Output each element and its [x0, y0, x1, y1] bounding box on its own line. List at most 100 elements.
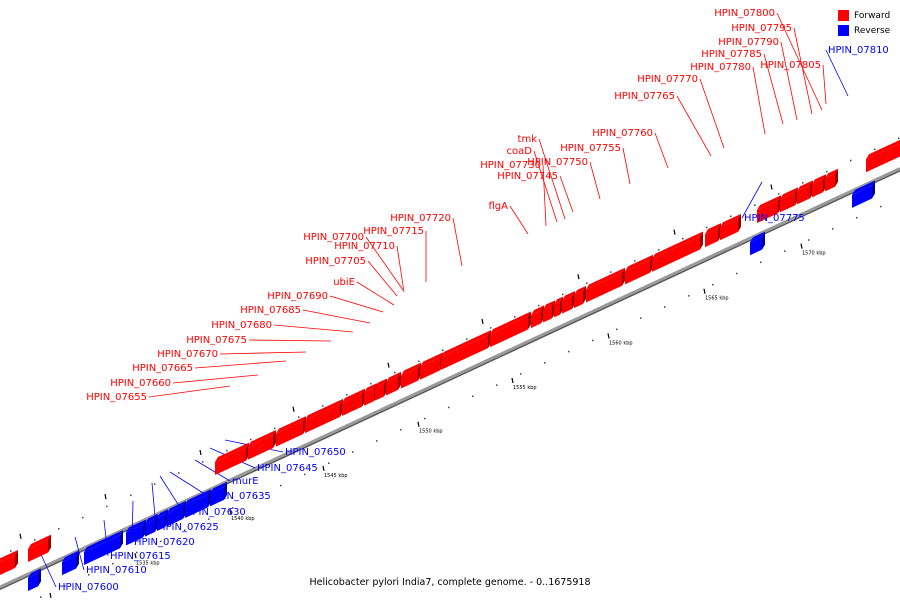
- gene-face: [305, 412, 322, 434]
- reverse-gene-block: [750, 231, 765, 256]
- forward-gene-block: [375, 378, 387, 401]
- scale-dot: [400, 429, 402, 431]
- gene-face: [215, 447, 246, 476]
- gene-top: [625, 254, 653, 272]
- forward-gene-label-leader: [365, 236, 404, 291]
- scale-dot: [226, 449, 228, 452]
- tick-mark: [607, 333, 610, 339]
- forward-gene-label: HPIN_07755: [560, 143, 621, 154]
- gene-top: [825, 168, 838, 179]
- scale-dot: [184, 529, 186, 531]
- gene-top: [210, 481, 227, 494]
- gene-top: [757, 195, 781, 210]
- forward-gene-label: HPIN_07760: [592, 128, 653, 139]
- tick-mark-upper: [292, 406, 295, 412]
- scale-dot: [394, 371, 396, 374]
- gene-face: [167, 505, 183, 527]
- gene-top: [554, 296, 563, 305]
- reverse-gene-label: HPIN_07620: [134, 537, 195, 548]
- scale-dot: [34, 539, 36, 541]
- scale-dot: [280, 484, 282, 487]
- forward-swatch: [838, 10, 849, 21]
- gene-end: [700, 231, 703, 250]
- reverse-gene-block: [62, 550, 79, 576]
- forward-gene-label-leader: [356, 281, 395, 306]
- gene-end: [15, 550, 18, 569]
- forward-gene-label-leader: [776, 12, 823, 111]
- legend-item-reverse: Reverse: [838, 23, 890, 38]
- forward-gene-block: [562, 291, 575, 314]
- scale-dot: [322, 405, 324, 407]
- scale-dot: [88, 574, 90, 576]
- gene-top: [28, 568, 41, 578]
- forward-gene-label-leader: [509, 205, 529, 235]
- scale-dot: [418, 360, 420, 363]
- scale-dot: [874, 148, 876, 151]
- forward-gene-label: HPIN_07795: [731, 23, 792, 34]
- forward-gene-block: [586, 267, 625, 303]
- scale-dot: [352, 451, 354, 453]
- gene-top: [167, 500, 186, 514]
- tick-label: 1550 kbp: [419, 429, 443, 435]
- reverse-gene-block: [145, 513, 158, 537]
- gene-face: [62, 555, 76, 576]
- tick-mark: [417, 421, 420, 427]
- scale-dot: [610, 271, 612, 273]
- scale-dot: [832, 228, 834, 230]
- gene-end: [48, 534, 51, 553]
- genome-caption: Helicobacter pylori India7, complete gen…: [309, 577, 591, 588]
- scale-dot: [562, 293, 564, 296]
- forward-gene-label: HPIN_07805: [760, 60, 821, 71]
- reverse-gene-label: HPIN_07610: [86, 565, 147, 576]
- gene-top: [364, 383, 377, 393]
- scale-dot: [736, 272, 738, 275]
- forward-gene-label: HPIN_07770: [637, 74, 698, 85]
- forward-gene-label-leader: [589, 161, 601, 200]
- tick-mark-upper: [19, 533, 22, 539]
- gene-face: [0, 555, 15, 576]
- gene-face: [342, 393, 362, 416]
- reverse-gene-block: [210, 481, 227, 507]
- scale-dot: [154, 483, 156, 485]
- scale-dot: [706, 226, 708, 229]
- forward-gene-label-leader: [172, 374, 259, 384]
- reverse-gene-label: HPIN_07650: [285, 447, 346, 458]
- tick-label: 1545 kbp: [324, 473, 348, 479]
- tick-label: 1570 kbp: [802, 251, 826, 257]
- scale-dot: [688, 295, 690, 297]
- forward-gene-label: coaD: [507, 146, 533, 157]
- tick-label: 1560 kbp: [609, 340, 633, 346]
- tick-mark-upper: [481, 318, 484, 324]
- gene-end: [528, 311, 531, 330]
- gene-face: [401, 367, 418, 389]
- gene-top: [0, 550, 18, 563]
- reverse-gene-label: HPIN_07810: [828, 45, 889, 56]
- gene-face: [705, 228, 718, 248]
- gene-top: [866, 139, 900, 160]
- gene-face: [375, 383, 384, 401]
- scale-dot: [856, 216, 858, 219]
- forward-gene-label-leader: [367, 260, 398, 297]
- gene-face: [780, 192, 795, 213]
- scale-dot: [208, 518, 210, 520]
- scale-dot: [592, 339, 594, 342]
- reverse-gene-label: HPIN_07630: [185, 507, 246, 518]
- reverse-gene-label-leader: [825, 49, 849, 97]
- forward-gene-label-leader: [329, 295, 384, 313]
- gene-top: [812, 174, 826, 185]
- forward-gene-label: HPIN_07705: [305, 256, 366, 267]
- gene-top: [215, 442, 249, 463]
- gene-face: [185, 494, 208, 518]
- scale-dot: [250, 438, 252, 441]
- gene-face: [720, 218, 738, 241]
- gene-end: [120, 530, 123, 549]
- gene-top: [375, 378, 387, 388]
- gene-top: [441, 330, 491, 357]
- genome-backbone: [0, 167, 900, 589]
- gene-top: [386, 371, 401, 383]
- gene-end: [583, 285, 586, 304]
- scale-dot: [826, 170, 828, 173]
- gene-top: [84, 530, 123, 552]
- gene-end: [622, 267, 625, 286]
